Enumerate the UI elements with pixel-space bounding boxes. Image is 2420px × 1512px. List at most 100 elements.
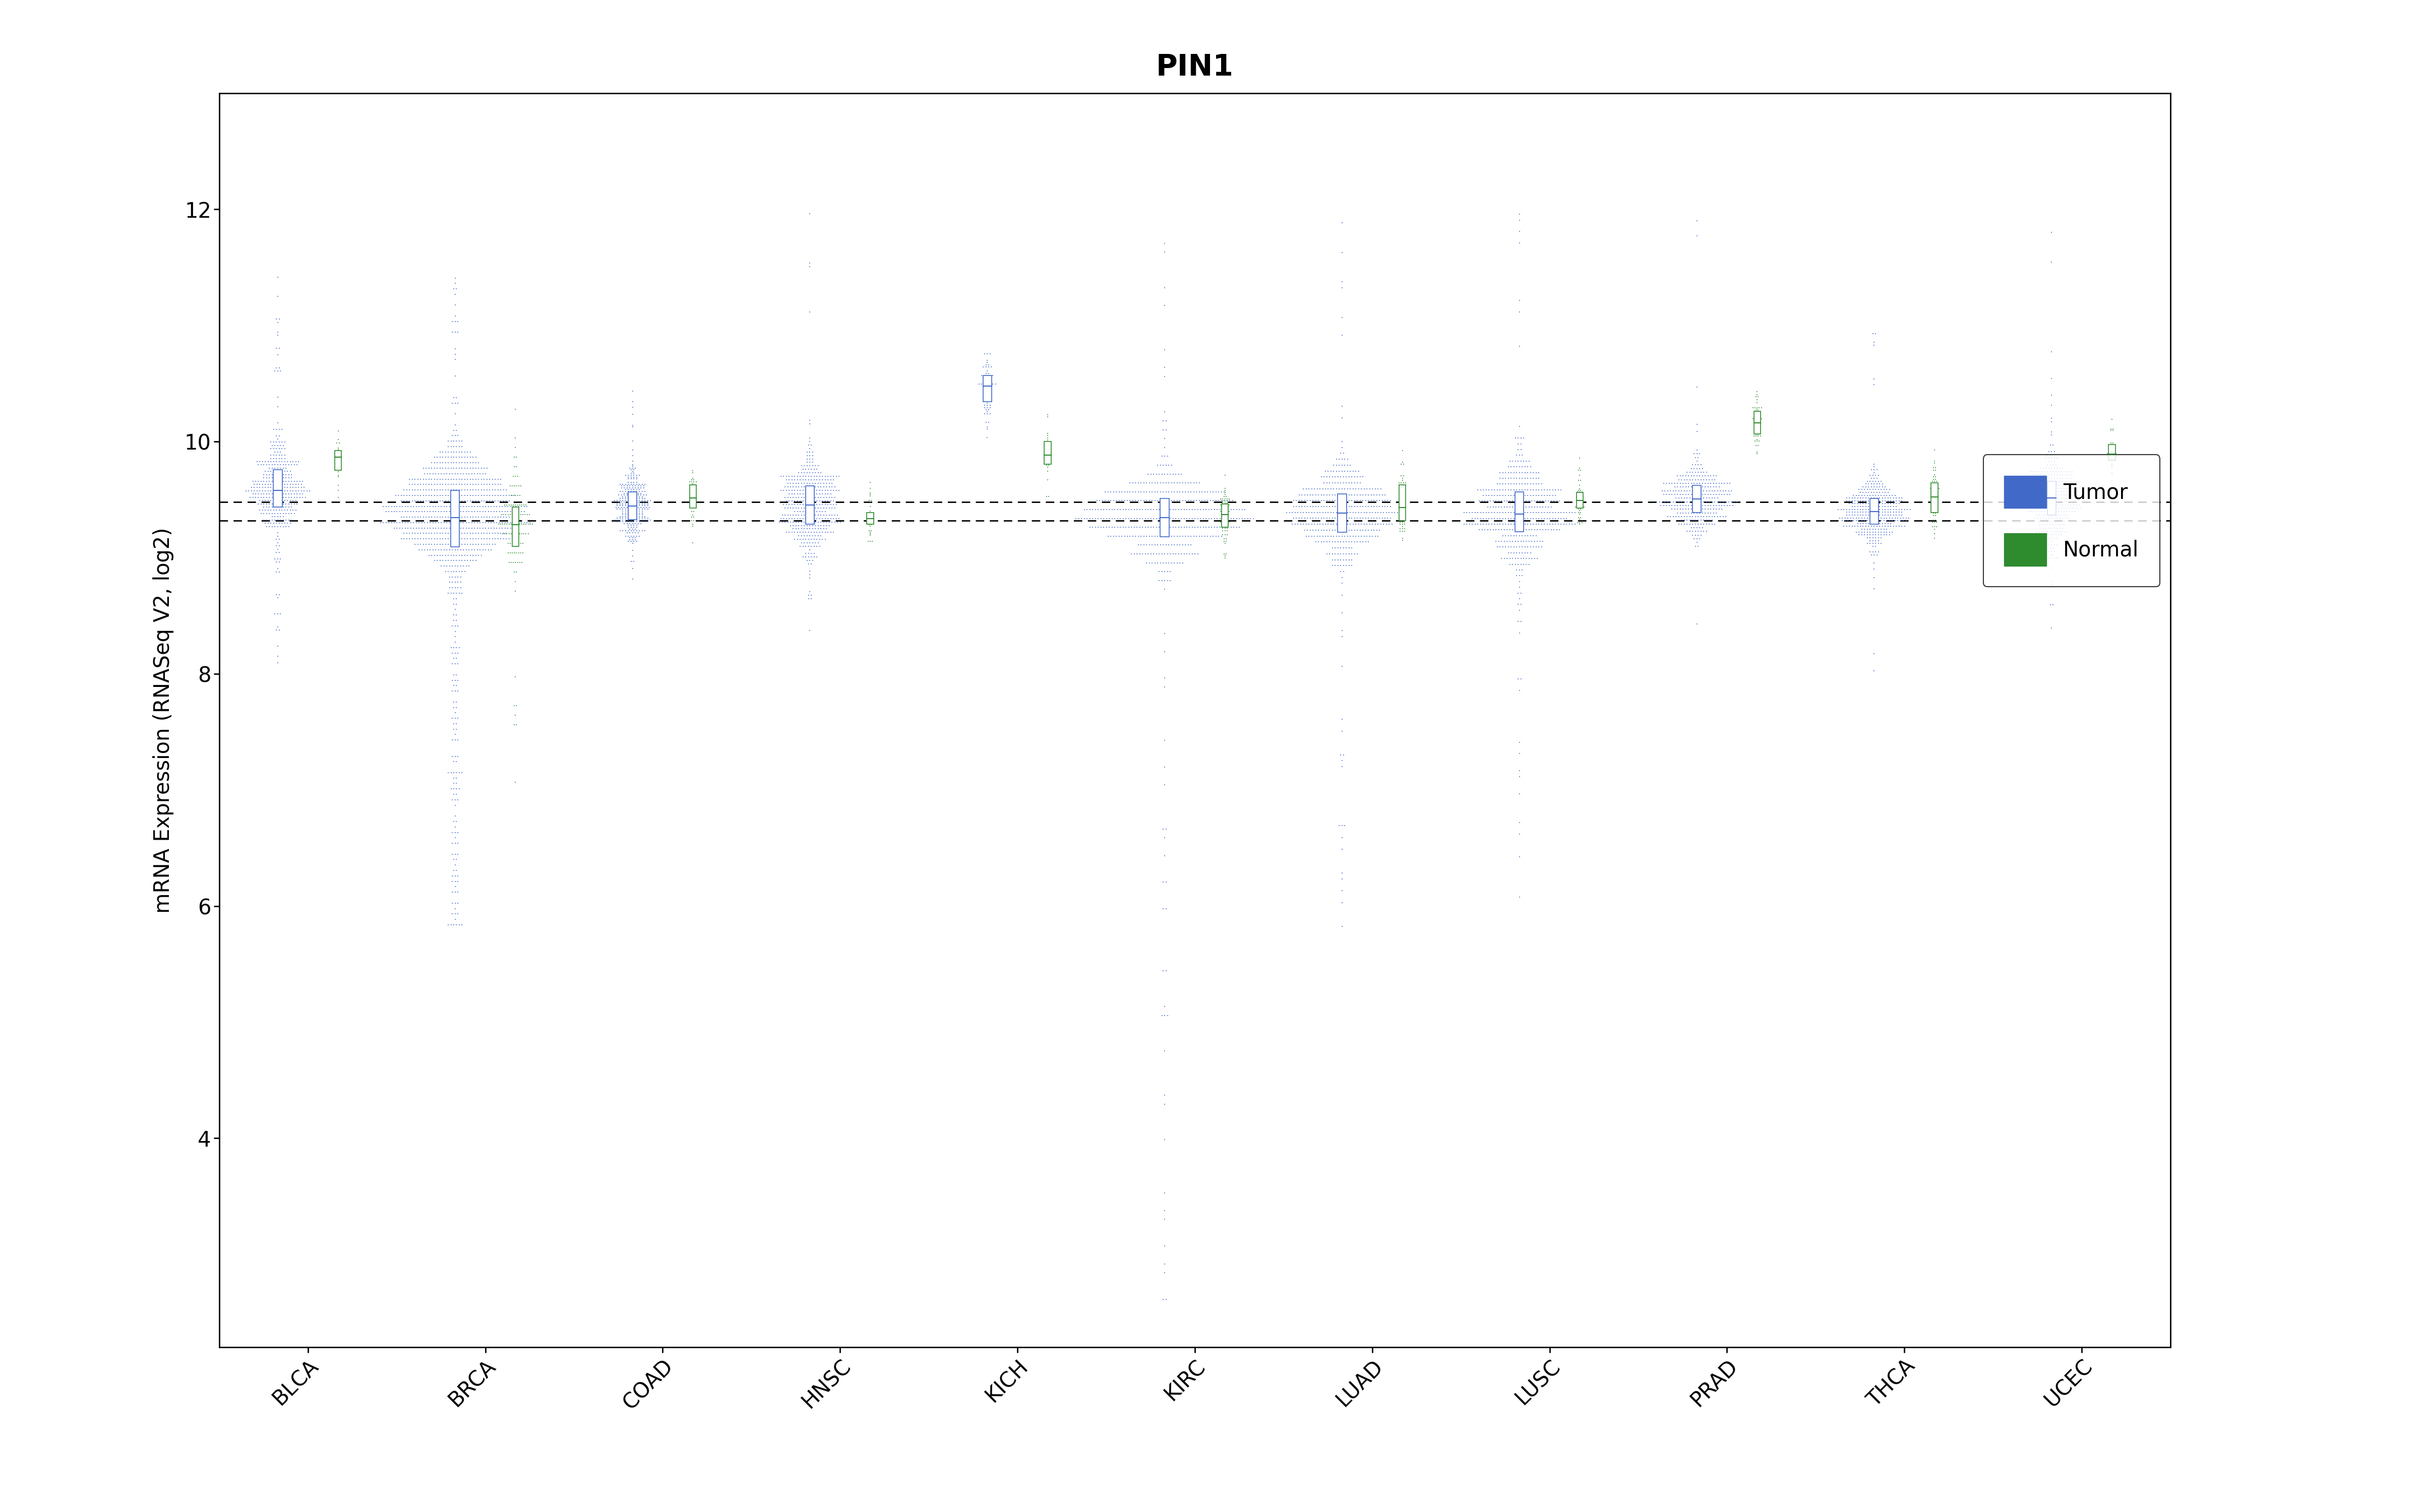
Point <box>1738 442 1776 466</box>
Point <box>1193 507 1232 531</box>
Point <box>801 493 840 517</box>
Point <box>2033 499 2072 523</box>
Point <box>2030 449 2069 473</box>
Point <box>433 570 472 594</box>
Point <box>782 488 820 513</box>
Point <box>271 508 310 532</box>
Point <box>1854 372 1892 396</box>
Point <box>259 511 298 535</box>
Point <box>1137 488 1176 513</box>
Point <box>1558 494 1597 519</box>
Point <box>1171 525 1210 549</box>
Point <box>436 526 474 550</box>
Point <box>1878 507 1917 531</box>
Point <box>2033 410 2072 434</box>
Point <box>501 522 540 546</box>
Point <box>799 517 837 541</box>
Point <box>779 514 818 538</box>
Point <box>443 451 482 475</box>
Point <box>779 510 818 534</box>
Point <box>1529 500 1568 525</box>
Point <box>1699 472 1738 496</box>
Point <box>1476 488 1515 513</box>
Point <box>445 440 484 464</box>
Point <box>1309 494 1348 519</box>
Point <box>469 526 508 550</box>
Point <box>1520 500 1558 525</box>
Point <box>237 482 276 507</box>
Point <box>431 451 469 475</box>
Point <box>1290 519 1329 543</box>
Point <box>1382 500 1421 525</box>
Point <box>269 482 307 507</box>
Point <box>784 510 823 534</box>
Point <box>1561 446 1600 470</box>
Point <box>394 516 433 540</box>
Point <box>436 565 474 590</box>
Point <box>363 494 402 519</box>
Point <box>2026 516 2064 540</box>
Point <box>399 494 438 519</box>
Point <box>438 727 477 751</box>
Point <box>419 478 457 502</box>
Point <box>1479 535 1517 559</box>
Point <box>1457 500 1496 525</box>
Point <box>421 445 460 469</box>
Point <box>450 549 489 573</box>
Point <box>1486 546 1525 570</box>
Point <box>2004 496 2042 520</box>
Point <box>1111 488 1150 513</box>
Point <box>782 517 820 541</box>
Point <box>1500 564 1539 588</box>
Point <box>1854 330 1892 354</box>
Point <box>1314 460 1353 484</box>
Point <box>2047 476 2086 500</box>
Point <box>1525 513 1563 537</box>
Point <box>770 493 808 517</box>
Point <box>259 615 298 640</box>
Point <box>1191 507 1229 531</box>
Point <box>242 488 281 513</box>
Point <box>503 499 542 523</box>
Point <box>1740 417 1779 442</box>
Point <box>2023 503 2062 528</box>
Point <box>1324 742 1362 767</box>
Point <box>1174 497 1212 522</box>
Point <box>436 576 474 600</box>
Point <box>782 454 820 478</box>
Point <box>2021 473 2059 497</box>
Point <box>455 549 494 573</box>
Point <box>1118 497 1157 522</box>
Point <box>1382 510 1421 534</box>
Point <box>1512 546 1551 570</box>
Point <box>1154 488 1193 513</box>
Point <box>2028 476 2067 500</box>
Point <box>1711 482 1750 507</box>
Point <box>963 372 1002 396</box>
Point <box>281 482 319 507</box>
Point <box>1849 488 1888 513</box>
Point <box>1675 500 1713 525</box>
Point <box>1285 500 1324 525</box>
Point <box>1863 497 1902 522</box>
Point <box>1742 407 1781 431</box>
Point <box>1362 513 1401 537</box>
Point <box>791 544 830 569</box>
Point <box>1324 826 1362 850</box>
Point <box>1142 532 1181 556</box>
Point <box>622 476 661 500</box>
Point <box>1116 525 1154 549</box>
Point <box>2026 446 2064 470</box>
Point <box>254 497 293 522</box>
Point <box>966 387 1004 411</box>
Point <box>1157 497 1195 522</box>
Point <box>2035 496 2074 520</box>
Point <box>1089 497 1128 522</box>
Point <box>469 478 508 502</box>
Point <box>1914 469 1953 493</box>
Point <box>1479 488 1517 513</box>
Point <box>278 475 317 499</box>
Point <box>1174 470 1212 494</box>
Point <box>259 446 298 470</box>
Point <box>424 538 462 562</box>
